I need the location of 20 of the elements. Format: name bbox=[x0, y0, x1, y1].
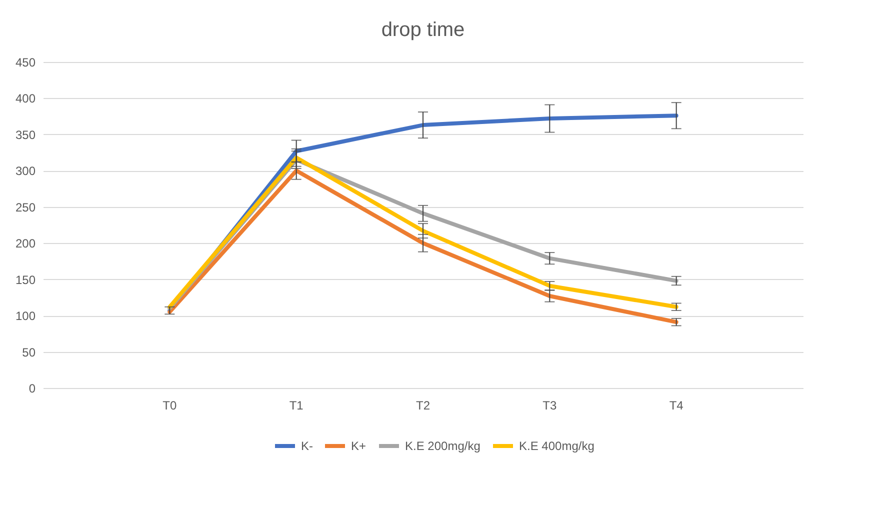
y-tick-label: 150 bbox=[15, 272, 36, 287]
y-tick-label: 450 bbox=[15, 56, 36, 70]
y-tick-label: 250 bbox=[15, 200, 36, 214]
legend-label: K+ bbox=[351, 439, 366, 453]
y-tick-label: 350 bbox=[15, 128, 36, 142]
y-tick-label: 0 bbox=[28, 382, 36, 396]
legend-label: K.E 400mg/kg bbox=[519, 439, 594, 453]
y-tick-label: 200 bbox=[15, 236, 36, 251]
y-tick-label: 100 bbox=[15, 309, 36, 324]
x-tick-label: T3 bbox=[542, 398, 557, 412]
legend-label: K- bbox=[301, 439, 314, 453]
legend-label: K.E 200mg/kg bbox=[405, 439, 480, 453]
x-tick-label: T4 bbox=[669, 398, 684, 412]
y-tick-label: 50 bbox=[22, 345, 36, 360]
y-tick-label: 300 bbox=[15, 164, 36, 178]
x-tick-label: T2 bbox=[416, 398, 430, 412]
x-tick-label: T0 bbox=[162, 398, 177, 412]
y-tick-label: 400 bbox=[15, 92, 36, 106]
chart-title: drop time bbox=[381, 19, 465, 41]
x-tick-label: T1 bbox=[289, 398, 304, 412]
